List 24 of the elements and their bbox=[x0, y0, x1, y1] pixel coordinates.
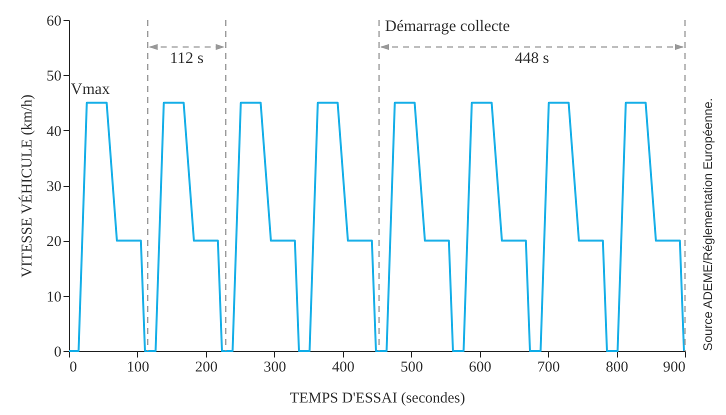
x-tick-label: 200 bbox=[195, 360, 218, 376]
annotation: 448 s bbox=[514, 50, 550, 67]
ref-line-label: Démarrage collecte bbox=[385, 18, 510, 35]
y-tick-label: 0 bbox=[54, 344, 62, 360]
x-tick-label: 600 bbox=[468, 360, 492, 376]
y-axis-title: VITESSE VÉHICULE (km/h) bbox=[18, 94, 36, 278]
x-tick-label: 700 bbox=[537, 360, 560, 376]
y-tick-label: 20 bbox=[46, 234, 62, 250]
x-tick-label: 800 bbox=[606, 360, 628, 376]
annotation: 112 s bbox=[170, 50, 204, 67]
source-note: Source ADEME/Réglementation Européenne. bbox=[701, 98, 715, 351]
y-tick-label: 10 bbox=[46, 289, 62, 306]
y-tick-label: 30 bbox=[46, 179, 62, 195]
x-tick-label: 300 bbox=[264, 360, 286, 376]
annotation: Vmax bbox=[70, 80, 110, 98]
y-tick-label: 60 bbox=[46, 14, 62, 30]
y-tick-label: 40 bbox=[46, 124, 62, 140]
x-tick-label: 0 bbox=[70, 360, 77, 376]
x-tick-label: 100 bbox=[126, 360, 150, 376]
x-tick-label: 500 bbox=[400, 360, 423, 376]
x-tick-label: 400 bbox=[332, 360, 355, 376]
x-tick-label: 900 bbox=[663, 360, 686, 376]
x-axis-title: TEMPS D'ESSAI (secondes) bbox=[290, 390, 466, 406]
y-tick-label: 50 bbox=[46, 68, 62, 85]
